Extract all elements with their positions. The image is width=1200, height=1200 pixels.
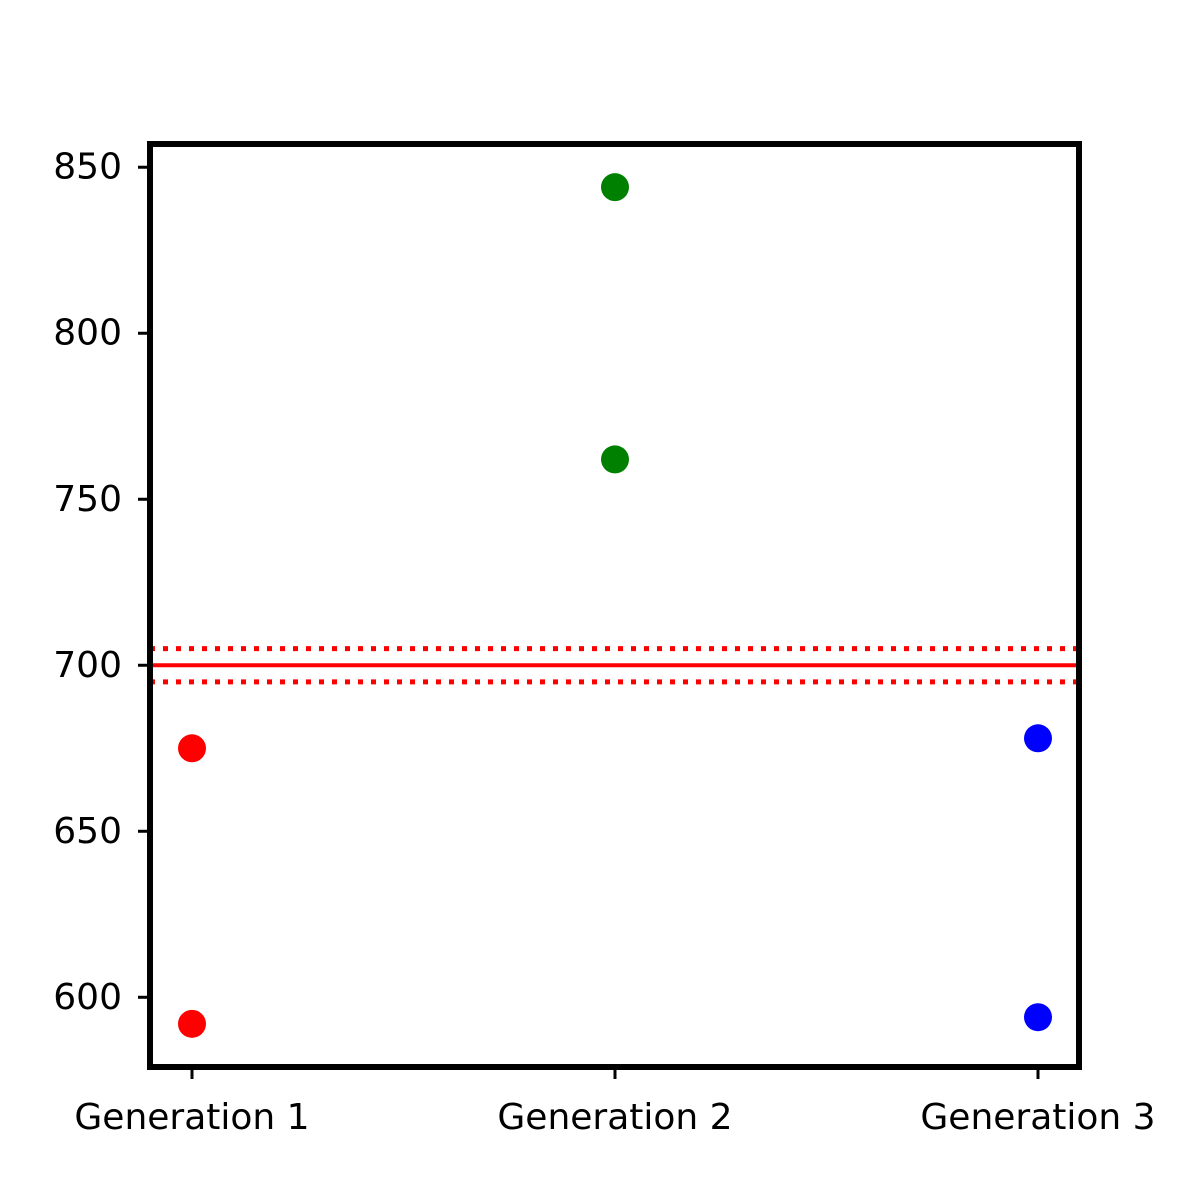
y-tick-label: 800	[53, 313, 122, 354]
data-point	[601, 173, 629, 202]
reference-lines	[150, 646, 1079, 685]
data-points	[178, 173, 1052, 1038]
x-tick-label: Generation 3	[920, 1097, 1155, 1138]
data-point	[178, 734, 206, 763]
y-tick-label: 750	[53, 479, 122, 520]
data-point	[178, 1009, 206, 1038]
data-point	[1024, 724, 1052, 753]
data-point	[1024, 1003, 1052, 1032]
y-tick-label: 600	[53, 977, 122, 1018]
y-tick-label: 700	[53, 645, 122, 686]
x-tick-label: Generation 1	[74, 1097, 309, 1138]
y-tick-label: 850	[53, 147, 122, 188]
y-tick-label: 650	[53, 811, 122, 852]
plot-frame	[147, 141, 1082, 1070]
x-axis: Generation 1 Generation 2 Generation 3	[74, 1067, 1156, 1138]
x-tick-label: Generation 2	[497, 1097, 732, 1138]
data-point	[601, 445, 629, 474]
